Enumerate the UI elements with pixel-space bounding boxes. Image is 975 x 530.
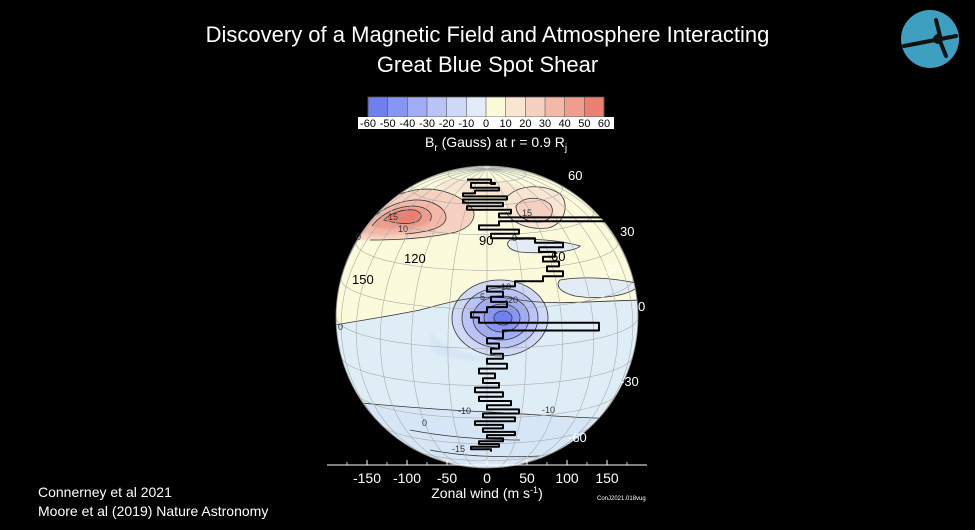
contour-value-label: 10 [398, 224, 408, 234]
colorbar-swatch [466, 97, 487, 117]
contour-value-label: 0 [356, 232, 361, 242]
longitude-line [486, 169, 619, 459]
longitude-line [486, 169, 595, 465]
wind-axis-tick-label: -150 [353, 470, 381, 486]
colorbar-swatch [564, 97, 585, 117]
longitude-line [411, 169, 488, 467]
colorbar-swatch [525, 97, 546, 117]
colorbar-swatch [387, 97, 408, 117]
wind-axis-tick-label: 50 [519, 470, 535, 486]
title-line-2: Great Blue Spot Shear [376, 52, 599, 77]
colorbar-tick-label: 50 [578, 118, 590, 130]
jupiter-sphere [336, 166, 638, 468]
colorbar-tick-label: 10 [500, 118, 512, 130]
colorbar-tick-label: 20 [519, 118, 531, 130]
wind-axis-tick-label: -50 [437, 470, 457, 486]
wind-axis-tick-label: 0 [483, 470, 491, 486]
colorbar-swatch [545, 97, 565, 117]
contour-value-label: -10 [542, 405, 555, 415]
colorbar-tick-label: -10 [458, 118, 474, 130]
colorbar-tick-label: -20 [439, 118, 455, 130]
contour-value-label: 15 [388, 212, 398, 222]
latitude-labels: 60 30 0 -30 -60 [568, 168, 645, 445]
zonal-wind-axis: -150 -100 -50 0 50 100 150 [327, 460, 647, 486]
colorbar-swatch [446, 97, 467, 117]
colorbar-swatch [368, 97, 388, 117]
wind-axis-tick-label: 100 [555, 470, 579, 486]
lat-lon-grid [336, 166, 638, 468]
colorbar-tick-label: -30 [419, 118, 435, 130]
wind-axis-label: Zonal wind (m s-1) [431, 485, 543, 501]
colorbar-swatch [505, 97, 526, 117]
credit-line-1: Connerney et al 2021 [38, 484, 172, 500]
colorbar-swatch [486, 97, 506, 117]
contour-value-label: -15 [452, 444, 465, 454]
contour-value-label: -20 [505, 295, 518, 305]
colorbar-tick-label: -50 [380, 118, 396, 130]
zonal-wind-profile [462, 178, 608, 452]
longitude-label: 120 [404, 251, 426, 266]
figure-code: ConJ2021.018vug [597, 496, 646, 502]
colorbar-label: Br (Gauss) at r = 0.9 Rj [425, 134, 567, 154]
contour-value-label: 0 [338, 322, 343, 332]
colorbar-tick-label: -40 [399, 118, 415, 130]
contour-value-label: 5 [480, 292, 485, 302]
credit-line-2: Moore et al (2019) Nature Astronomy [38, 503, 269, 519]
contour-value-label: 15 [522, 208, 532, 218]
colorbar-swatch [407, 97, 428, 117]
juno-spacecraft-icon [901, 10, 959, 68]
colorbar-tick-label: 30 [539, 118, 551, 130]
longitude-label: 30 [606, 262, 620, 277]
colorbar-swatch [584, 97, 605, 117]
contour-value-label: -10 [458, 406, 471, 416]
longitude-label: 90 [479, 233, 493, 248]
title-line-1: Discovery of a Magnetic Field and Atmosp… [205, 22, 770, 47]
colorbar-tick-label: 40 [559, 118, 571, 130]
longitude-line [486, 169, 634, 433]
latitude-label: -60 [568, 430, 587, 445]
sphere-outline [335, 165, 639, 469]
latitude-label: 30 [620, 224, 634, 239]
contour-value-label: 0 [422, 418, 427, 428]
colorbar-tick-label: 60 [598, 118, 610, 130]
latitude-label: 60 [568, 168, 582, 183]
colorbar-tick-label: 0 [483, 118, 489, 130]
colorbar-tick-label: -60 [360, 118, 376, 130]
longitude-label: 150 [352, 272, 374, 287]
colorbar: -60 -50 -40 -30 -20 -10 0 10 20 30 40 50 60 [358, 96, 614, 130]
colorbar-swatch [427, 97, 447, 117]
longitude-line [379, 169, 488, 465]
longitude-line [340, 169, 488, 433]
latitude-label: 0 [638, 299, 645, 314]
wind-axis-tick-label: -100 [393, 470, 421, 486]
wind-axis-tick-label: 150 [595, 470, 619, 486]
longitude-line [486, 169, 563, 467]
latitude-label: -30 [620, 374, 639, 389]
colorbar-tick-strip [358, 117, 614, 129]
longitude-line [355, 169, 488, 459]
